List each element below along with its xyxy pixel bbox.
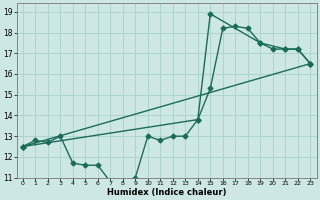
X-axis label: Humidex (Indice chaleur): Humidex (Indice chaleur) <box>107 188 226 197</box>
